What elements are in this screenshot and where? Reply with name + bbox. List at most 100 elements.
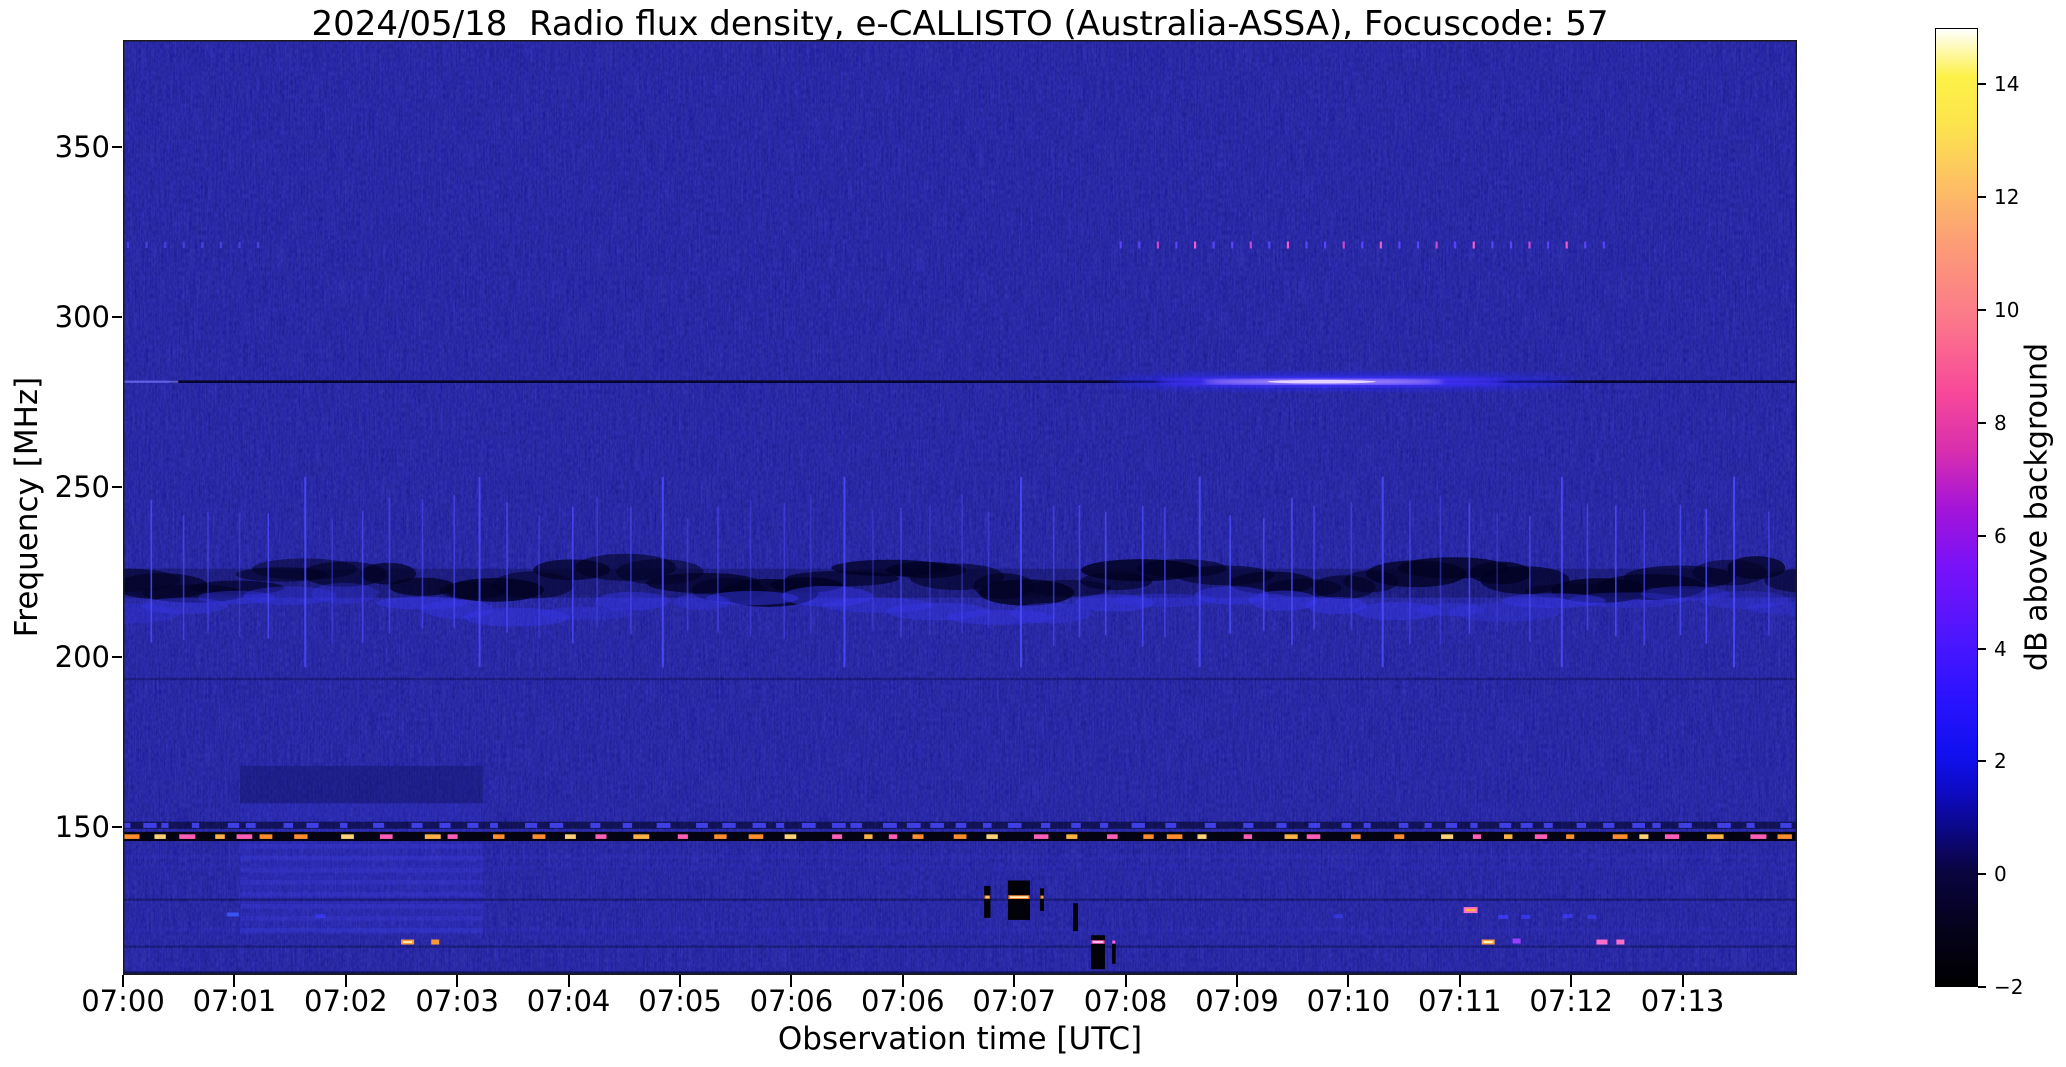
- feature-brightline: [1008, 895, 1030, 900]
- feature-dash: [1562, 914, 1573, 919]
- x-tick-label: 07:12: [1529, 984, 1613, 1018]
- feature-dash: [226, 912, 239, 917]
- colorbar-tick-label: 4: [1994, 636, 2007, 661]
- feature-hband: [123, 898, 1797, 901]
- feature-dashrow: [123, 834, 1792, 839]
- y-tick-label: 150: [54, 810, 110, 845]
- feature-hline: [169, 380, 1797, 383]
- spectrogram-plot: [123, 40, 1797, 975]
- feature-hband: [123, 677, 1797, 681]
- colorbar-gradient: [1936, 29, 1977, 986]
- y-tick-mark: [112, 826, 122, 829]
- colorbar-tick-mark: [1978, 83, 1986, 86]
- x-tick-mark: [567, 975, 570, 987]
- x-tick-mark: [233, 975, 236, 987]
- colorbar-tick-mark: [1978, 421, 1986, 424]
- x-tick-label: 07:04: [526, 984, 611, 1018]
- colorbar-tick-mark: [1978, 873, 1986, 876]
- feature-hline: [123, 380, 179, 383]
- colorbar-tick-mark: [1978, 647, 1986, 650]
- colorbar-tick-label: 10: [1994, 298, 2020, 323]
- y-tick-mark: [112, 656, 122, 659]
- colorbar-tick-mark: [1978, 986, 1986, 988]
- x-tick-label: 07:02: [304, 984, 388, 1018]
- x-axis-label: Observation time [UTC]: [777, 1021, 1143, 1057]
- x-tick-mark: [1236, 975, 1238, 987]
- colorbar-tick-mark: [1978, 196, 1986, 199]
- feature-block: [1008, 880, 1030, 920]
- feature-dash: [315, 914, 326, 919]
- x-tick-mark: [790, 975, 793, 987]
- feature-block: [1072, 903, 1079, 932]
- feature-dotrow: [1119, 241, 1605, 249]
- x-tick-label: 07:06: [861, 984, 945, 1018]
- colorbar-tick-label: 0: [1994, 862, 2007, 887]
- x-tick-mark: [344, 975, 347, 987]
- x-tick-label: 07:11: [1418, 984, 1502, 1018]
- feature-vstreaks: [150, 476, 1770, 668]
- feature-dash: [1512, 938, 1521, 944]
- feature-brightline: [1091, 940, 1105, 944]
- noise-background: [123, 40, 1797, 975]
- x-tick-mark: [1681, 975, 1684, 987]
- x-tick-label: 07:06: [749, 984, 834, 1018]
- feature-hband: [123, 864, 1797, 869]
- x-tick-label: 07:10: [1306, 984, 1391, 1018]
- x-tick-mark: [456, 975, 459, 987]
- spectrogram-canvas: [123, 40, 1797, 975]
- colorbar-tick-mark: [1978, 309, 1986, 312]
- feature-hband: [123, 971, 1797, 975]
- x-tick-mark: [1347, 975, 1350, 987]
- feature-dash: [1333, 914, 1343, 919]
- colorbar: [1935, 28, 1978, 987]
- feature-noise_band: [123, 553, 1797, 627]
- x-tick-label: 07:00: [81, 984, 165, 1018]
- colorbar-tick-label: −2: [1994, 975, 2024, 999]
- feature-dotrow: [126, 242, 260, 249]
- x-tick-label: 07:08: [1083, 984, 1168, 1018]
- feature-dash: [1481, 939, 1495, 945]
- colorbar-tick-label: 6: [1994, 523, 2007, 548]
- y-axis-label: Frequency [MHz]: [9, 376, 45, 638]
- feature-burst: [1110, 372, 1573, 391]
- colorbar-label: dB above background: [2019, 342, 2055, 672]
- feature-dash: [1463, 907, 1478, 914]
- x-tick-mark: [901, 975, 904, 987]
- colorbar-tick-label: 14: [1994, 72, 2020, 97]
- x-tick-mark: [1013, 975, 1016, 987]
- y-tick-mark: [112, 146, 122, 149]
- feature-region: [240, 765, 484, 935]
- feature-brightline: [1112, 940, 1116, 944]
- feature-dash: [1521, 914, 1531, 919]
- x-tick-mark: [679, 975, 681, 987]
- feature-dashrow: [123, 822, 1792, 828]
- plot-border: [123, 40, 1797, 975]
- x-tick-label: 07:13: [1640, 984, 1725, 1018]
- x-tick-label: 07:07: [972, 984, 1056, 1018]
- y-tick-label: 300: [54, 300, 110, 335]
- y-tick-mark: [112, 486, 122, 489]
- x-tick-mark: [1570, 975, 1573, 987]
- feature-block: [1040, 888, 1045, 912]
- feature-dash: [1498, 914, 1509, 919]
- feature-dash: [1596, 939, 1608, 945]
- y-tick-mark: [112, 316, 122, 319]
- y-tick-label: 200: [54, 640, 110, 675]
- colorbar-tick-label: 8: [1994, 410, 2007, 435]
- x-tick-mark: [1458, 975, 1461, 987]
- feature-hband: [123, 945, 1797, 948]
- feature-brightline: [1040, 895, 1044, 899]
- x-tick-label: 07:09: [1195, 984, 1279, 1018]
- feature-block: [984, 885, 991, 918]
- feature-block: [1111, 944, 1116, 964]
- x-tick-label: 07:03: [415, 984, 499, 1018]
- colorbar-tick-label: 12: [1994, 185, 2020, 210]
- feature-dash: [1587, 914, 1597, 919]
- x-tick-label: 07:05: [638, 984, 722, 1018]
- feature-dash: [431, 939, 440, 945]
- y-tick-label: 350: [54, 130, 110, 165]
- feature-hband: [123, 854, 1797, 860]
- y-tick-label: 250: [54, 470, 110, 505]
- colorbar-tick-mark: [1978, 534, 1986, 537]
